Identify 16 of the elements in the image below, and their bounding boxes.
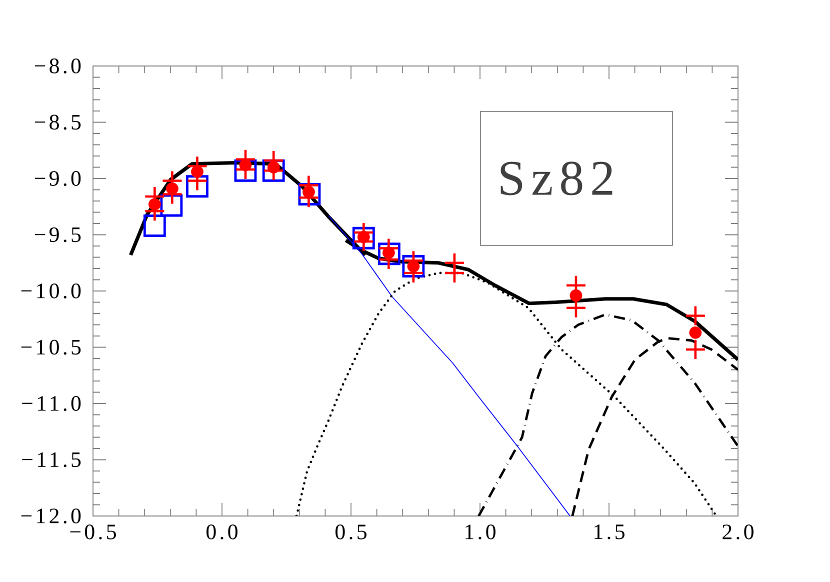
annotation: Sz82 [500,162,612,196]
y-tick-label: −11.0 [22,396,81,411]
y-tick-label: −12.0 [21,508,81,524]
x-tick-label: 0.5 [336,524,366,540]
y-tick-label: −9.0 [34,171,81,186]
x-tick-label: 1.0 [466,524,496,540]
x-tick-label: 1.5 [594,524,624,540]
y-tick-label: −8.0 [34,58,81,74]
y-tick-label: −11.5 [22,452,81,468]
x-tick-label: −0.5 [70,524,116,540]
y-tick-label: −9.5 [34,227,81,242]
y-tick-label: −10.5 [21,340,81,355]
x-tick-label: 2.0 [722,524,754,540]
y-tick-label: −10.0 [21,284,81,298]
y-tick-label: −8.5 [34,114,81,130]
x-tick-label: 0.0 [206,524,238,540]
